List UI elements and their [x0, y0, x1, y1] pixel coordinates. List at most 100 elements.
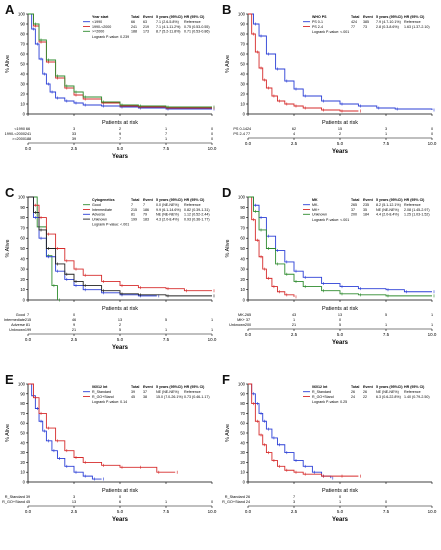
- risk-count: 4: [293, 132, 295, 136]
- x-axis-label: Years: [112, 154, 129, 160]
- y-tick-label: 90: [20, 205, 25, 210]
- x-tick-label: 0.0: [245, 141, 252, 146]
- risk-count: 200: [245, 323, 251, 327]
- legend-cell: NE (NE-NE%): [156, 390, 179, 394]
- y-tick-label: 90: [20, 391, 25, 396]
- x-tick-label: 0.0: [25, 337, 32, 342]
- y-tick-label: 80: [240, 401, 245, 406]
- x-tick-label: 5.0: [337, 332, 344, 337]
- y-tick-label: 100: [18, 382, 26, 387]
- x-tick-label: 2.5: [291, 332, 298, 337]
- legend-header: 06012 Int: [92, 385, 108, 389]
- y-tick-label: 60: [20, 52, 25, 57]
- risk-count: 5: [119, 328, 121, 332]
- legend-cell: 79: [143, 213, 147, 217]
- legend-cell: 35: [363, 208, 367, 212]
- risk-count: 1: [339, 500, 341, 504]
- x-tick-label: 7.5: [163, 146, 170, 151]
- y-tick-label: 20: [240, 92, 245, 97]
- legend-logrank: Logrank P-value: <.001: [312, 30, 349, 34]
- legend-header: MK: [312, 198, 318, 202]
- risk-count: 13: [118, 318, 122, 322]
- risk-count: 0: [339, 318, 341, 322]
- x-tick-label: 7.5: [163, 337, 170, 342]
- panel-d: D 0 10 20 30 40 50 60 70 80 90 100% Alive MK Total Ev…: [220, 183, 440, 366]
- legend-cell: 6.3 (0.6-22.8%): [376, 395, 401, 399]
- legend-cell: 1.12 (0.52-2.44): [184, 213, 210, 217]
- y-tick-label: 0: [243, 112, 246, 117]
- risk-row-label: PS 2-4: [233, 132, 245, 136]
- risk-count: 7: [119, 137, 121, 141]
- risk-table-title: Patients at risk: [322, 120, 358, 126]
- y-tick-label: 0: [23, 480, 26, 485]
- legend-header: 5 years (95%CI): [376, 198, 403, 202]
- legend-cell: 63: [143, 20, 147, 24]
- risk-count: 0: [211, 137, 213, 141]
- risk-count: 188: [25, 137, 31, 141]
- legend-header: Event: [363, 15, 374, 19]
- risk-count: 43: [292, 313, 296, 317]
- risk-count: 0: [73, 313, 75, 317]
- legend-header: HR (95% CI): [404, 385, 425, 389]
- legend-header: Total: [351, 15, 359, 19]
- legend-header: Event: [143, 198, 154, 202]
- risk-count: 1: [165, 127, 167, 131]
- y-tick-label: 10: [240, 102, 245, 107]
- risk-count: 26: [246, 495, 250, 499]
- risk-row-label: Adverse: [11, 323, 25, 327]
- x-tick-label: 7.5: [383, 332, 390, 337]
- risk-count: 33: [72, 132, 76, 136]
- x-axis-label: Years: [332, 149, 349, 155]
- legend-cell: 37: [143, 390, 147, 394]
- y-tick-label: 10: [240, 470, 245, 475]
- x-tick-label: 0.0: [25, 146, 32, 151]
- legend-cell: Reference: [404, 203, 421, 207]
- y-tick-label: 70: [20, 225, 25, 230]
- y-tick-label: 20: [20, 460, 25, 465]
- risk-count: 3: [73, 495, 75, 499]
- y-tick-label: 0: [23, 112, 26, 117]
- legend-cell: PS 0-1: [312, 20, 323, 24]
- risk-count: 0: [339, 495, 341, 499]
- risk-count: 24: [246, 500, 250, 504]
- risk-count: 1: [431, 323, 433, 327]
- legend-cell: Good: [92, 203, 101, 207]
- risk-count: 1: [385, 323, 387, 327]
- risk-count: 215: [25, 318, 31, 322]
- risk-count: 3: [73, 127, 75, 131]
- legend-cell: 37: [351, 208, 355, 212]
- risk-count: 0: [431, 127, 433, 131]
- risk-table-title: Patients at risk: [102, 306, 138, 312]
- legend-header: Event: [363, 198, 374, 202]
- y-tick-label: 90: [20, 22, 25, 27]
- risk-count: 0: [385, 500, 387, 504]
- risk-count: 9: [119, 132, 121, 136]
- panel-f: F 0 10 20 30 40 50 60 70 80 90 100% Alive 06012 Int…: [220, 370, 440, 548]
- y-tick-label: 40: [20, 256, 25, 261]
- x-axis-label: Years: [112, 345, 129, 351]
- legend-cell: NE (NE-NE%): [156, 213, 179, 217]
- y-tick-label: 70: [20, 411, 25, 416]
- risk-row-label: R_GO+Stand: [2, 500, 25, 504]
- legend-cell: 173: [143, 30, 149, 34]
- risk-row-label: PS 0-1: [233, 127, 245, 131]
- legend-cell: 9.9 (6.1-14.6%): [156, 208, 181, 212]
- legend-header: 5 years (95%CI): [376, 385, 403, 389]
- legend-cell: 188: [131, 30, 137, 34]
- y-tick-label: 100: [18, 195, 26, 200]
- legend-cell: 4.4 (2.0-8.4%): [376, 213, 399, 217]
- panel-c: C 0 10 20 30 40 50 60 70 80 90 100% Alive Cytogenet…: [0, 183, 220, 366]
- risk-count: 0: [211, 132, 213, 136]
- legend-header: HR (95% CI): [184, 15, 205, 19]
- y-tick-label: 40: [20, 72, 25, 77]
- y-tick-label: 90: [240, 22, 245, 27]
- legend-cell: <1990: [92, 20, 102, 24]
- legend-cell: Intermediate: [92, 208, 112, 212]
- x-tick-label: 5.0: [117, 337, 124, 342]
- y-axis-label: % Alive: [5, 239, 11, 257]
- risk-count: 62: [292, 127, 296, 131]
- y-axis-label: % Alive: [5, 424, 11, 442]
- legend-cell: 8.7 (5.2-11.8%): [156, 30, 181, 34]
